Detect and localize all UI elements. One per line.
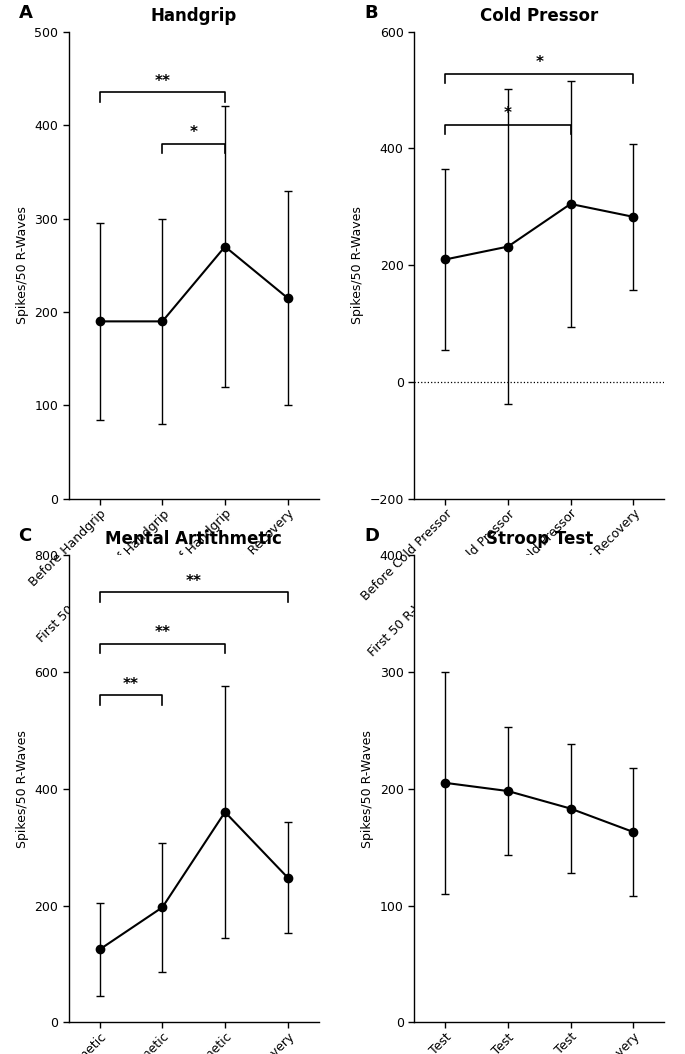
Text: *: * — [504, 106, 512, 121]
Text: C: C — [18, 527, 32, 545]
Y-axis label: Spikes/50 R-Waves: Spikes/50 R-Waves — [16, 207, 29, 325]
Text: *: * — [190, 125, 198, 140]
Title: Handgrip: Handgrip — [151, 6, 237, 24]
Text: A: A — [18, 3, 32, 21]
Title: Cold Pressor: Cold Pressor — [480, 6, 599, 24]
Text: D: D — [364, 527, 379, 545]
Text: *: * — [535, 55, 543, 70]
Text: **: ** — [123, 677, 139, 691]
Title: Stroop Test: Stroop Test — [486, 530, 593, 548]
Text: **: ** — [154, 625, 171, 640]
Text: **: ** — [186, 573, 201, 589]
Text: **: ** — [154, 74, 171, 89]
Y-axis label: Spikes/50 R-Waves: Spikes/50 R-Waves — [351, 207, 364, 325]
Text: B: B — [364, 3, 377, 21]
Y-axis label: Spikes/50 R-Waves: Spikes/50 R-Waves — [361, 729, 374, 847]
Y-axis label: Spikes/50 R-Waves: Spikes/50 R-Waves — [16, 729, 29, 847]
Title: Mental Artithmetic: Mental Artithmetic — [105, 530, 282, 548]
